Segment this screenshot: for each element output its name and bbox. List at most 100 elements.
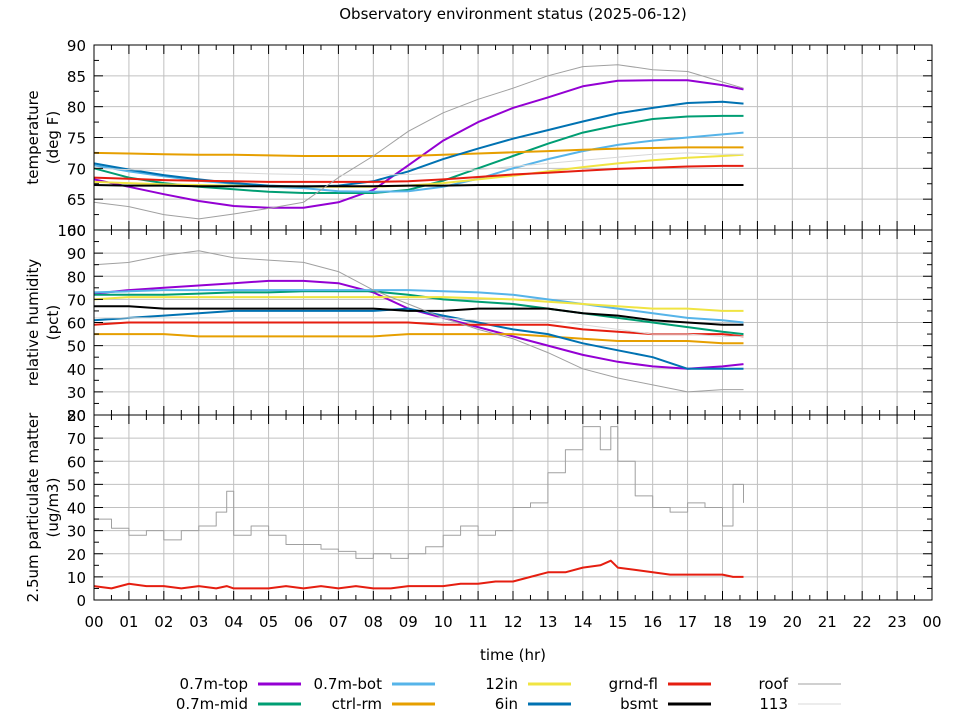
y-tick-label: 40 xyxy=(67,500,86,518)
legend-item: grnd-fl xyxy=(609,675,711,693)
x-tick-label: 08 xyxy=(364,613,383,631)
series-line-temperature-ctrl-rm xyxy=(93,146,744,157)
x-tick-label: 00 xyxy=(922,613,941,631)
x-tick-label: 07 xyxy=(329,613,348,631)
y-axis-label-temperature: temperature xyxy=(24,90,42,184)
x-tick-label: 14 xyxy=(573,613,592,631)
legend-label: bsmt xyxy=(620,695,658,713)
x-tick-label: 20 xyxy=(783,613,802,631)
series-line-humidity-113 xyxy=(94,317,744,337)
x-tick-label: 15 xyxy=(608,613,627,631)
x-tick-label: 06 xyxy=(294,613,313,631)
y-tick-label: 65 xyxy=(67,191,86,209)
x-tick-label: 03 xyxy=(189,613,208,631)
x-tick-label: 23 xyxy=(888,613,907,631)
y-tick-label: 90 xyxy=(67,245,86,263)
series-line-temperature-grnd-fl xyxy=(93,164,744,183)
legend-label: 113 xyxy=(759,695,788,713)
x-tick-label: 10 xyxy=(434,613,453,631)
y-tick-label: 30 xyxy=(67,384,86,402)
y-axis-label-humidity: (pct) xyxy=(44,305,62,340)
series-layer xyxy=(93,64,744,590)
series-line-pm25-grnd-fl xyxy=(93,559,744,590)
x-tick-label: 21 xyxy=(818,613,837,631)
x-tick-label: 13 xyxy=(538,613,557,631)
legend-item: ctrl-rm xyxy=(332,695,435,713)
x-tick-label: 00 xyxy=(84,613,103,631)
y-tick-label: 75 xyxy=(67,130,86,148)
y-tick-label: 80 xyxy=(67,99,86,117)
x-tick-label: 19 xyxy=(748,613,767,631)
series-line-humidity-ctrl-rm xyxy=(94,333,744,345)
series-line-temperature-0.7m-top xyxy=(93,79,744,209)
legend-item: 12in xyxy=(485,675,571,693)
series-line-temperature-0.7m-bot xyxy=(93,131,744,193)
series-line-temperature-roof xyxy=(93,64,744,220)
axes-layer: 60 65 70 75 80 85 90 temperature (deg F) 20 30 40 50… xyxy=(24,37,942,631)
legend-item: 113 xyxy=(759,695,841,713)
series-line-temperature-113 xyxy=(93,152,744,176)
y-tick-label: 40 xyxy=(67,361,86,379)
x-tick-label: 02 xyxy=(154,613,173,631)
x-tick-label: 17 xyxy=(678,613,697,631)
y-tick-label: 80 xyxy=(67,268,86,286)
x-tick-label: 05 xyxy=(259,613,278,631)
legend-label: 12in xyxy=(485,675,518,693)
y-tick-label: 90 xyxy=(67,37,86,55)
legend-item: 0.7m-mid xyxy=(176,695,301,713)
legend-label: ctrl-rm xyxy=(332,695,382,713)
y-tick-label: 100 xyxy=(57,222,86,240)
series-line-humidity-6in xyxy=(93,307,744,370)
series-line-humidity-0.7m-bot xyxy=(93,289,744,324)
y-axis-label-pm25: (ug/m3) xyxy=(44,478,62,538)
y-tick-label: 85 xyxy=(67,68,86,86)
legend-item: roof xyxy=(759,675,841,693)
y-tick-label: 0 xyxy=(76,592,86,610)
x-tick-label: 18 xyxy=(713,613,732,631)
legend-item: 0.7m-bot xyxy=(314,675,435,693)
x-axis-label: time (hr) xyxy=(480,646,546,664)
y-tick-label: 50 xyxy=(67,338,86,356)
y-tick-label: 20 xyxy=(67,407,86,425)
y-tick-label: 70 xyxy=(67,430,86,448)
chart-title: Observatory environment status (2025-06-… xyxy=(339,5,687,23)
legend-label: roof xyxy=(759,675,789,693)
series-line-temperature-12in xyxy=(93,153,744,188)
y-axis-label-pm25: 2.5um particulate matter xyxy=(24,412,42,602)
series-line-temperature-bsmt xyxy=(93,184,744,188)
x-tick-label: 11 xyxy=(469,613,488,631)
series-line-pm25-roof xyxy=(94,426,744,559)
legend-label: grnd-fl xyxy=(609,675,658,693)
legend-label: 0.7m-mid xyxy=(176,695,248,713)
y-tick-label: 60 xyxy=(67,315,86,333)
x-tick-label: 09 xyxy=(399,613,418,631)
y-tick-label: 60 xyxy=(67,453,86,471)
legend-label: 0.7m-top xyxy=(180,675,248,693)
legend-item: 6in xyxy=(495,695,571,713)
legend-label: 0.7m-bot xyxy=(314,675,383,693)
series-line-humidity-0.7m-top xyxy=(93,279,744,370)
series-line-humidity-12in xyxy=(93,296,744,312)
y-tick-label: 20 xyxy=(67,546,86,564)
y-tick-label: 70 xyxy=(67,160,86,178)
y-tick-label: 80 xyxy=(67,407,86,425)
x-tick-label: 22 xyxy=(853,613,872,631)
x-tick-label: 12 xyxy=(503,613,522,631)
x-tick-label: 16 xyxy=(643,613,662,631)
legend-item: bsmt xyxy=(620,695,711,713)
y-tick-label: 50 xyxy=(67,476,86,494)
y-axis-label-temperature: (deg F) xyxy=(44,111,62,164)
y-axis-label-humidity: relative humidity xyxy=(24,259,42,387)
y-tick-label: 10 xyxy=(67,569,86,587)
series-line-humidity-roof xyxy=(93,250,744,393)
legend-label: 6in xyxy=(495,695,518,713)
x-tick-label: 01 xyxy=(119,613,138,631)
legend: 0.7m-top 0.7m-mid 0.7m-bot ctrl-rm 12in 6in gr… xyxy=(176,675,841,713)
y-tick-label: 30 xyxy=(67,523,86,541)
y-tick-label: 70 xyxy=(67,291,86,309)
y-tick-label: 60 xyxy=(67,222,86,240)
x-tick-label: 04 xyxy=(224,613,243,631)
legend-item: 0.7m-top xyxy=(180,675,301,693)
